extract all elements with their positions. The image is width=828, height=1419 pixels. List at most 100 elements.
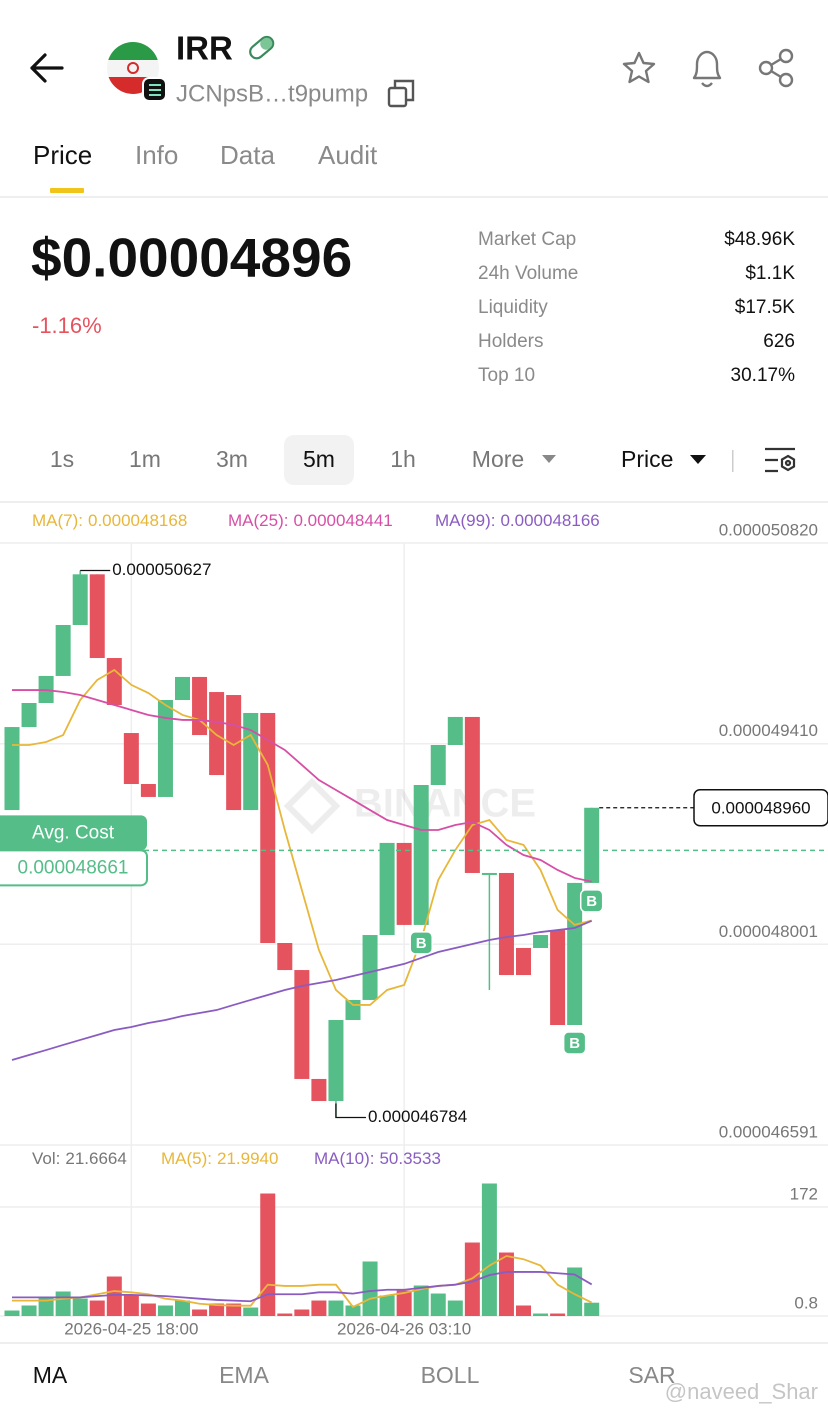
stat-label: Market Cap [478,229,576,250]
candle-body [192,676,208,736]
tab[interactable]: Info [135,140,178,170]
stat-label: Top 10 [478,365,535,386]
y-tick-label: 0.000048001 [719,922,818,941]
stat-label: 24h Volume [478,263,578,284]
timeframe[interactable]: 1h [390,446,416,472]
volume-bar [413,1285,429,1316]
candle-body [157,700,173,797]
volume-bar [584,1302,600,1316]
buy-marker-label: B [416,935,427,952]
legend-name: MA(99): [435,511,495,530]
legend-name: MA(25): [228,511,288,530]
token-symbol: IRR [176,30,233,67]
ma-line [12,689,592,883]
volume-bar [567,1267,583,1316]
legend-name: MA(10): [314,1149,374,1168]
high-label: 0.000050627 [112,560,211,579]
volume-bar [379,1295,395,1316]
volume-bar [362,1261,378,1316]
low-pointer [335,1103,366,1119]
timeframe-more[interactable]: More [472,446,524,472]
volume-bar [72,1298,88,1316]
favorite-button[interactable] [622,51,656,84]
volume-bar [89,1300,105,1316]
low-label: 0.000046784 [368,1107,467,1126]
legend: MA(7): 0.000048168 MA(25): 0.000048441 MA(99… [32,511,600,530]
tab[interactable]: Data [220,140,275,170]
indicator-tab[interactable]: MA [33,1362,68,1388]
volume-bar [140,1303,156,1316]
tab[interactable]: Price [33,140,92,170]
tab-indicator [50,188,84,193]
timeframe[interactable]: 5m [303,446,335,472]
timeframe[interactable]: 1m [129,446,161,472]
stat-label: Liquidity [478,297,548,318]
volume-tick-label: 0.8 [794,1293,818,1312]
current-price: $0.00004896 [31,227,352,289]
copy-button[interactable] [387,79,415,108]
avg-cost-value: 0.000048661 [18,857,129,878]
y-tick-label: 0.000046591 [719,1122,818,1141]
last-price-box [693,789,828,827]
volume-bar [533,1313,549,1316]
legend-value: 50.3533 [379,1149,440,1168]
y-tick-label: 0.000050820 [719,520,818,539]
volume-bar [209,1303,225,1316]
volume-bar [157,1305,173,1316]
volume-bar [106,1276,122,1316]
volume-bar [55,1291,71,1316]
indicator-tab[interactable]: EMA [219,1362,270,1388]
buy-marker-label: B [586,893,597,910]
volume-bar [328,1300,344,1316]
candle-body [567,882,583,1025]
avg-cost-tag [0,815,147,851]
candle-body [294,970,310,1079]
divider [0,196,828,198]
candle-body [89,574,105,659]
last-price-label: 0.000048960 [711,798,810,817]
pill-icon [249,35,275,60]
price-mode[interactable]: Price [621,446,673,472]
stat-value: 626 [763,331,795,352]
active-timeframe-bg [284,435,354,485]
volume-bar [516,1305,531,1316]
candle-body [328,1020,344,1102]
legend-name: Vol: [32,1149,60,1168]
indicator-tab[interactable]: SAR [628,1362,675,1388]
candle-body [311,1078,327,1102]
credit-watermark: @naveed_Shar [665,1379,818,1404]
ma-line [11,919,593,1061]
volume-tick-label: 172 [790,1184,818,1203]
candle-body [430,744,446,785]
back-button[interactable] [30,53,64,83]
stats: Market Cap $48.96K 24h Volume $1.1K Liqu… [478,229,795,386]
watermark: BINANCE [354,782,536,826]
dropdown-arrow [542,455,556,463]
volume-bar [175,1300,190,1316]
buy-marker [409,931,433,955]
candle-body [379,842,395,936]
candle-body [175,676,190,701]
timeframe[interactable]: 1s [50,446,74,472]
divider [732,450,734,472]
tab[interactable]: Audit [318,140,378,170]
x-tick-label: 2026-04-25 18:00 [64,1319,198,1338]
volume-bar [123,1295,139,1316]
stat-value: $1.1K [745,263,795,284]
share-button[interactable] [758,48,794,88]
candle-body [498,872,514,976]
volume-bar [311,1300,327,1316]
indicator-tab[interactable]: BOLL [421,1362,480,1388]
chart-settings-button[interactable] [765,447,796,473]
candle-body [481,872,497,875]
volume-bar [396,1290,412,1316]
volume-bar [277,1313,293,1316]
volume-bar [243,1307,259,1316]
timeframe[interactable]: 3m [216,446,248,472]
candle-body [464,716,480,873]
stat-value: $48.96K [724,229,795,250]
alert-button[interactable] [692,50,722,88]
stat-value: $17.5K [735,297,796,318]
price-change: -1.16% [32,313,102,338]
